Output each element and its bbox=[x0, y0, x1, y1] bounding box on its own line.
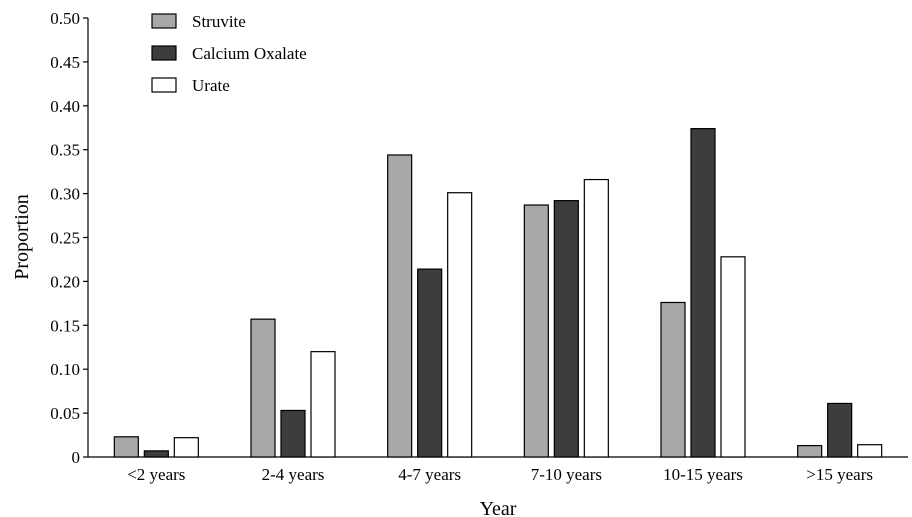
y-tick-label: 0.20 bbox=[50, 272, 80, 291]
y-tick-label: 0 bbox=[72, 448, 81, 467]
bar bbox=[417, 268, 443, 458]
legend-label: Urate bbox=[192, 76, 230, 95]
legend-swatch bbox=[151, 13, 177, 29]
x-tick-label: 2-4 years bbox=[262, 465, 325, 484]
x-tick-label: >15 years bbox=[806, 465, 873, 484]
bar bbox=[250, 318, 276, 458]
y-tick-label: 0.15 bbox=[50, 316, 80, 335]
bar bbox=[857, 444, 883, 458]
x-axis: <2 years 2-4 years 4-7 years 7-10 years 10-1… bbox=[88, 456, 908, 484]
y-tick-label: 0.30 bbox=[50, 185, 80, 204]
y-tick-label: 0.50 bbox=[50, 9, 80, 28]
bar bbox=[583, 178, 609, 458]
bar bbox=[447, 192, 473, 458]
y-tick-label: 0.25 bbox=[50, 229, 80, 248]
bars bbox=[113, 128, 883, 458]
bar bbox=[143, 450, 169, 458]
bar bbox=[173, 437, 199, 458]
bar bbox=[280, 409, 306, 458]
bar bbox=[310, 351, 336, 458]
legend: Struvite Calcium Oxalate Urate bbox=[151, 12, 307, 95]
legend-label: Calcium Oxalate bbox=[192, 44, 307, 63]
y-tick-label: 0.05 bbox=[50, 404, 80, 423]
bar bbox=[113, 436, 139, 458]
legend-label: Struvite bbox=[192, 12, 246, 31]
x-axis-title: Year bbox=[480, 498, 517, 517]
bar bbox=[553, 200, 579, 458]
bar bbox=[523, 204, 549, 458]
y-axis-title: Proportion bbox=[11, 194, 33, 280]
bar bbox=[387, 154, 413, 458]
x-tick-label: 7-10 years bbox=[531, 465, 602, 484]
x-tick-label: 10-15 years bbox=[663, 465, 743, 484]
legend-swatch bbox=[151, 45, 177, 61]
y-axis: 0 0.05 0.10 0.15 0.20 0.25 0.30 0.35 0.40 0.45 0.5… bbox=[50, 9, 89, 467]
bar bbox=[690, 128, 716, 458]
x-tick-label: <2 years bbox=[127, 465, 185, 484]
bar bbox=[827, 402, 853, 458]
y-tick-label: 0.10 bbox=[50, 360, 80, 379]
bar bbox=[660, 301, 686, 458]
y-tick-label: 0.40 bbox=[50, 97, 80, 116]
x-tick-label: 4-7 years bbox=[398, 465, 461, 484]
bar bbox=[797, 444, 823, 458]
legend-swatch bbox=[151, 77, 177, 93]
bar bbox=[720, 256, 746, 458]
y-tick-label: 0.45 bbox=[50, 53, 80, 72]
y-tick-label: 0.35 bbox=[50, 141, 80, 160]
